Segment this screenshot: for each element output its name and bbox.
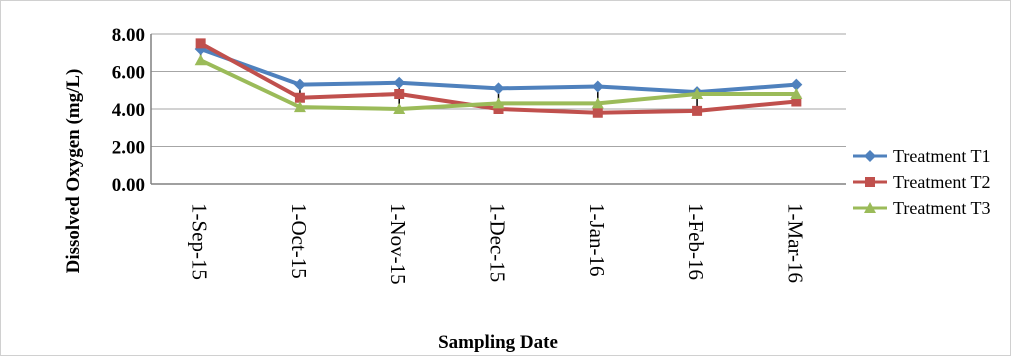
x-tick-labels: 1-Sep-15 1-Oct-15 1-Nov-15 1-Dec-15 1-Jan-16… xyxy=(188,203,808,285)
series-3 xyxy=(194,54,803,114)
x-tick-label: 1-Dec-15 xyxy=(486,203,510,282)
y-tick-label: 6.00 xyxy=(112,63,145,84)
x-tick-label: 1-Jan-16 xyxy=(585,203,609,276)
data-point xyxy=(195,38,206,49)
legend-item: Treatment T1 xyxy=(853,146,991,166)
data-point xyxy=(591,80,604,93)
legend-item: Treatment T2 xyxy=(853,172,991,192)
data-point xyxy=(194,54,207,66)
x-tick-label: 1-Feb-16 xyxy=(684,203,708,280)
series-2 xyxy=(195,38,802,118)
data-point xyxy=(591,97,604,109)
data-point xyxy=(492,97,505,109)
y-tick-label: 8.00 xyxy=(112,25,145,46)
data-point xyxy=(790,88,803,99)
data-point xyxy=(393,76,406,89)
legend-swatch-marker xyxy=(864,150,876,162)
data-point xyxy=(493,104,504,114)
data-point xyxy=(294,92,305,103)
x-axis-title: Sampling Date xyxy=(438,332,558,353)
data-point xyxy=(592,107,603,118)
data-point xyxy=(791,96,802,107)
data-point xyxy=(790,78,803,91)
x-tick-label: 1-Sep-15 xyxy=(188,203,212,280)
x-tick-label: 1-Oct-15 xyxy=(287,203,311,279)
data-point xyxy=(691,88,704,99)
y-axis-title: Dissolved Oxygen (mg/L) xyxy=(63,69,84,274)
data-point xyxy=(293,101,306,113)
y-tick-label: 0.00 xyxy=(112,175,145,196)
legend-label: Treatment T3 xyxy=(893,198,991,218)
y-tick-label: 4.00 xyxy=(112,100,145,121)
data-point xyxy=(394,89,405,99)
y-tick-labels: 0.00 2.00 4.00 6.00 8.00 xyxy=(112,25,145,196)
data-point xyxy=(293,78,306,91)
data-point xyxy=(393,103,406,114)
legend-swatch-marker xyxy=(864,202,876,213)
y-tick-label: 2.00 xyxy=(112,138,145,159)
legend: Treatment T1 Treatment T2 Treatment T3 xyxy=(853,146,991,218)
data-point xyxy=(492,82,505,95)
x-tick-label: 1-Nov-15 xyxy=(386,203,410,285)
data-point xyxy=(692,105,703,116)
legend-label: Treatment T1 xyxy=(893,146,991,166)
series-lines xyxy=(194,38,803,118)
legend-item: Treatment T3 xyxy=(853,198,991,218)
legend-swatch-marker xyxy=(865,177,875,187)
x-tick-label: 1-Mar-16 xyxy=(783,203,807,283)
legend-label: Treatment T2 xyxy=(893,172,991,192)
